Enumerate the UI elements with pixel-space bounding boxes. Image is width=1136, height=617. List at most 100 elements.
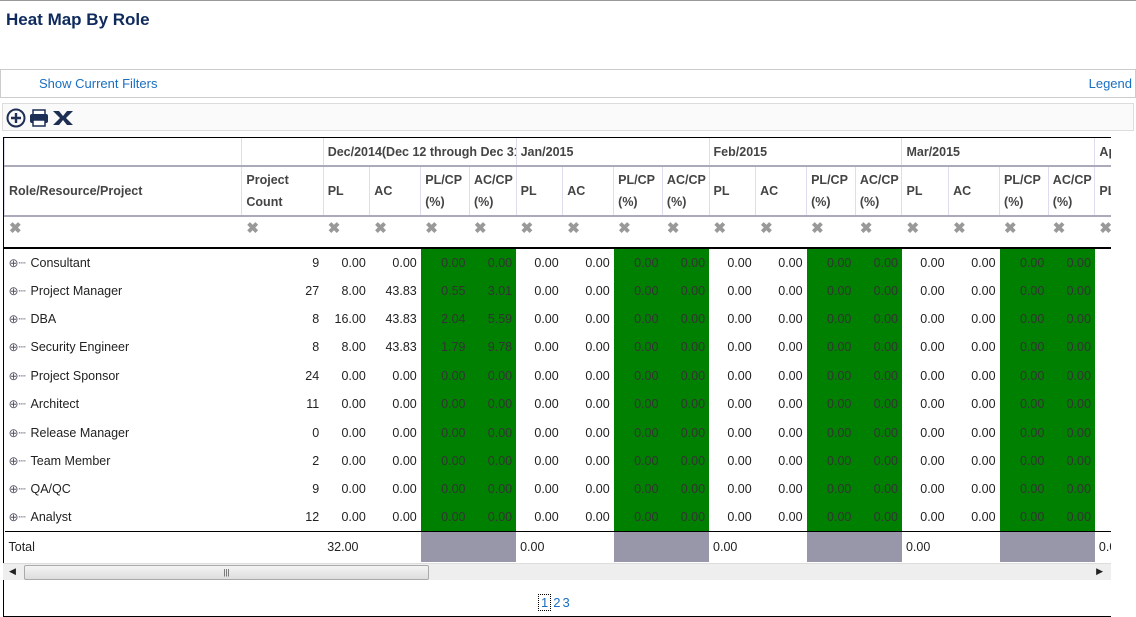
table-row: ⊕┈ Consultant 9 0.00 0.00 0.00 0.00 0.00 0.00 0.0… bbox=[5, 248, 1112, 277]
print-icon[interactable] bbox=[29, 108, 49, 128]
excel-export-icon[interactable] bbox=[52, 108, 73, 128]
column-header-pl-cp[interactable]: PL/CP (%) bbox=[999, 166, 1049, 217]
clear-filter-icon[interactable]: ✖ bbox=[806, 216, 856, 249]
project-count: 8 bbox=[312, 340, 320, 355]
role-name[interactable]: Release Manager bbox=[30, 425, 130, 440]
clear-filter-icon[interactable]: ✖ bbox=[999, 216, 1049, 249]
role-name[interactable]: Consultant bbox=[30, 255, 91, 270]
role-name[interactable]: QA/QC bbox=[30, 482, 71, 497]
expand-row-icon[interactable]: ⊕┈ bbox=[8, 397, 26, 412]
filter-bar: Show Current Filters Legend bbox=[0, 69, 1136, 98]
column-header-pl[interactable]: PL bbox=[901, 166, 949, 217]
show-current-filters-link[interactable]: Show Current Filters bbox=[39, 76, 158, 91]
column-header-pl[interactable]: PL bbox=[708, 166, 756, 217]
ac-value: 0.00 bbox=[778, 425, 803, 440]
expand-row-icon[interactable]: ⊕┈ bbox=[8, 453, 26, 468]
pl-cp-value: 0.00 bbox=[806, 333, 856, 362]
role-name[interactable]: Analyst bbox=[30, 510, 72, 525]
pl-cp-value: 0.00 bbox=[613, 389, 663, 419]
expand-row-icon[interactable]: ⊕┈ bbox=[8, 340, 26, 355]
column-header-ac[interactable]: AC bbox=[562, 166, 614, 217]
role-name[interactable]: Security Engineer bbox=[30, 340, 130, 355]
column-header-ac[interactable]: AC bbox=[755, 166, 807, 217]
clear-filter-icon[interactable]: ✖ bbox=[755, 216, 807, 249]
pl-cp-value: 0.00 bbox=[999, 248, 1049, 277]
pl-value: 0.00 bbox=[534, 283, 559, 298]
column-header-ac[interactable]: AC bbox=[369, 166, 421, 217]
page-link-3[interactable]: 3 bbox=[562, 595, 570, 610]
column-header-pl[interactable]: PL bbox=[515, 166, 563, 217]
scroll-right-icon[interactable]: ▶ bbox=[1096, 566, 1103, 576]
expand-row-icon[interactable]: ⊕┈ bbox=[8, 368, 26, 383]
clear-filter-icon[interactable]: ✖ bbox=[369, 216, 421, 249]
expand-icon[interactable] bbox=[6, 108, 26, 128]
clear-filter-icon[interactable]: ✖ bbox=[1094, 216, 1111, 249]
clear-filter-icon[interactable]: ✖ bbox=[854, 216, 902, 249]
ac-value: 43.83 bbox=[385, 283, 417, 298]
clear-filter-icon[interactable]: ✖ bbox=[901, 216, 949, 249]
ac-cp-value: 0.00 bbox=[469, 475, 517, 504]
pl-value: 0.00 bbox=[341, 482, 366, 497]
pl-value: 0.00 bbox=[727, 510, 752, 525]
expand-row-icon[interactable]: ⊕┈ bbox=[8, 255, 26, 270]
role-name[interactable]: DBA bbox=[30, 311, 57, 326]
ac-cp-value: 0.00 bbox=[469, 418, 517, 447]
expand-row-icon[interactable]: ⊕┈ bbox=[8, 482, 26, 497]
column-header-pl[interactable]: PL bbox=[322, 166, 370, 217]
pl-cp-value: 0.55 bbox=[420, 276, 470, 305]
expand-row-icon[interactable]: ⊕┈ bbox=[8, 510, 26, 525]
ac-cp-value: 0.00 bbox=[855, 475, 902, 504]
clear-filter-icon[interactable]: ✖ bbox=[708, 216, 756, 249]
clear-filter-icon[interactable]: ✖ bbox=[562, 216, 614, 249]
column-header-pl-cp[interactable]: PL/CP (%) bbox=[420, 166, 470, 217]
clear-filter-icon[interactable]: ✖ bbox=[1047, 216, 1095, 249]
role-name[interactable]: Project Sponsor bbox=[30, 368, 120, 383]
table-row: ⊕┈ Architect 11 0.00 0.00 0.00 0.00 0.00 0.00 0.0… bbox=[5, 389, 1112, 419]
pl-cp-value: 0.00 bbox=[420, 446, 470, 476]
clear-filter-icon[interactable]: ✖ bbox=[661, 216, 710, 249]
clear-filter-icon[interactable]: ✖ bbox=[613, 216, 663, 249]
clear-filter-icon[interactable]: ✖ bbox=[322, 216, 370, 249]
pl-value: 0.00 bbox=[920, 482, 945, 497]
pl-cp-value: 0.00 bbox=[420, 503, 470, 532]
ac-cp-value: 0.00 bbox=[662, 446, 710, 476]
pl-cp-value: 0.00 bbox=[613, 333, 663, 362]
page-link-1[interactable]: 1 bbox=[538, 594, 552, 611]
legend-link[interactable]: Legend bbox=[1088, 76, 1132, 91]
column-header-pl-cp[interactable]: PL/CP (%) bbox=[806, 166, 856, 217]
scrollbar-thumb[interactable]: ||| bbox=[24, 565, 429, 580]
pl-cp-value: 0.00 bbox=[999, 446, 1049, 476]
role-name[interactable]: Project Manager bbox=[30, 283, 123, 298]
clear-filter-icon[interactable]: ✖ bbox=[420, 216, 470, 249]
horizontal-scrollbar[interactable]: ◀ ||| ▶ bbox=[3, 563, 1111, 580]
pl-value: 0.00 bbox=[920, 368, 945, 383]
column-header-role[interactable]: Role/Resource/Project bbox=[4, 166, 242, 217]
column-header-ac-cp[interactable]: AC/CP (%) bbox=[661, 166, 710, 217]
scroll-left-icon[interactable]: ◀ bbox=[9, 566, 16, 576]
pl-cp-value: 0.00 bbox=[806, 446, 856, 476]
pl-cp-value: 0.00 bbox=[613, 304, 663, 334]
column-header-ac-cp[interactable]: AC/CP (%) bbox=[469, 166, 517, 217]
column-header-ac[interactable]: AC bbox=[948, 166, 1000, 217]
pl-value: 16.00 bbox=[334, 311, 366, 326]
page-link-2[interactable]: 2 bbox=[553, 595, 561, 610]
column-header-ac-cp[interactable]: AC/CP (%) bbox=[1047, 166, 1095, 217]
expand-row-icon[interactable]: ⊕┈ bbox=[8, 311, 26, 326]
pl-cp-value: 0.00 bbox=[999, 418, 1049, 447]
column-header-ac-cp[interactable]: AC/CP (%) bbox=[854, 166, 902, 217]
month-header: Dec/2014(Dec 12 through Dec 31) bbox=[322, 138, 517, 167]
clear-filter-icon[interactable]: ✖ bbox=[948, 216, 1000, 249]
column-header-pl[interactable]: PL bbox=[1094, 166, 1111, 217]
clear-filter-icon[interactable]: ✖ bbox=[241, 216, 324, 249]
clear-filter-icon[interactable]: ✖ bbox=[515, 216, 563, 249]
role-name[interactable]: Architect bbox=[30, 397, 80, 412]
clear-filter-icon[interactable]: ✖ bbox=[469, 216, 517, 249]
column-header-pl-cp[interactable]: PL/CP (%) bbox=[613, 166, 663, 217]
expand-row-icon[interactable]: ⊕┈ bbox=[8, 425, 26, 440]
clear-filter-icon[interactable]: ✖ bbox=[4, 216, 242, 249]
column-header-project-count[interactable]: Project Count bbox=[241, 166, 324, 217]
expand-row-icon[interactable]: ⊕┈ bbox=[8, 283, 26, 298]
role-name[interactable]: Team Member bbox=[30, 453, 111, 468]
ac-cp-value: 0.00 bbox=[1048, 389, 1095, 419]
